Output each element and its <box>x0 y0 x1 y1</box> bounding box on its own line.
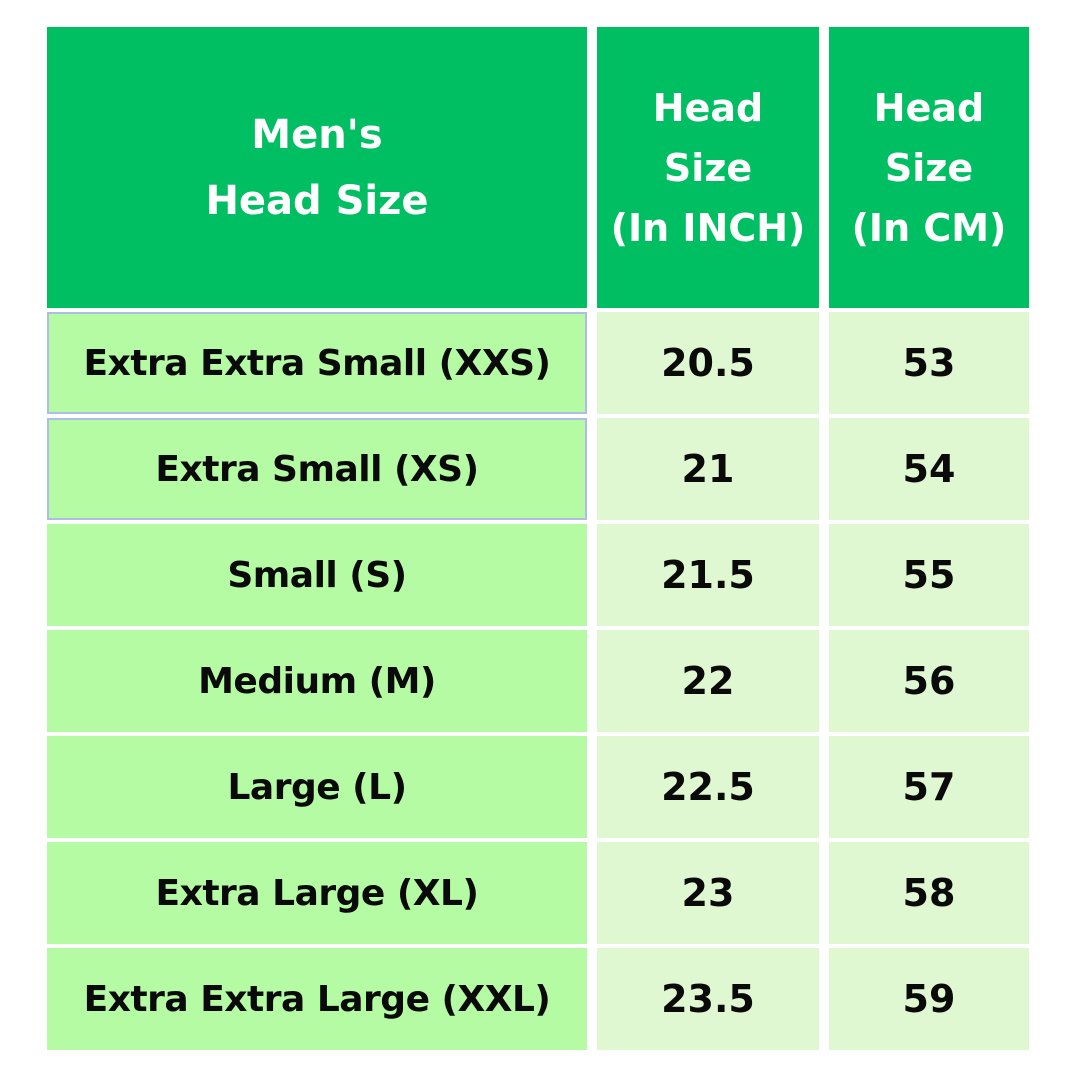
inch-value-cell-xxl: 23.5 <box>597 948 819 1050</box>
cm-value-cell-s: 55 <box>829 524 1029 626</box>
cm-value-cell-xl: 58 <box>829 842 1029 944</box>
inch-value-cell-l: 22.5 <box>597 736 819 838</box>
inch-value-cell-s: 21.5 <box>597 524 819 626</box>
size-chart-table: Men's Head Size Head Size (In INCH) Head… <box>47 27 1029 1050</box>
header-line: Head Size <box>205 177 429 224</box>
row-label-cell-xl: Extra Large (XL) <box>47 842 587 944</box>
cm-value-cell-xs: 54 <box>829 418 1029 520</box>
row-label-cell-s: Small (S) <box>47 524 587 626</box>
header-text-head-size-inch: Head Size (In INCH) <box>611 78 806 258</box>
header-line: Size <box>663 145 753 190</box>
header-cell-head-size-cm: Head Size (In CM) <box>829 27 1029 308</box>
cm-value-cell-xxs: 53 <box>829 312 1029 414</box>
row-label-cell-l: Large (L) <box>47 736 587 838</box>
header-line: Men's <box>251 111 383 158</box>
header-line: Head <box>873 85 985 130</box>
cm-value-cell-xxl: 59 <box>829 948 1029 1050</box>
inch-value-cell-xl: 23 <box>597 842 819 944</box>
inch-value-cell-m: 22 <box>597 630 819 732</box>
row-label-cell-m: Medium (M) <box>47 630 587 732</box>
inch-value-cell-xs: 21 <box>597 418 819 520</box>
cm-value-cell-m: 56 <box>829 630 1029 732</box>
cm-value-cell-l: 57 <box>829 736 1029 838</box>
inch-value-cell-xxs: 20.5 <box>597 312 819 414</box>
header-cell-head-size-inch: Head Size (In INCH) <box>597 27 819 308</box>
header-cell-mens-head-size: Men's Head Size <box>47 27 587 308</box>
row-label-cell-xxs: Extra Extra Small (XXS) <box>47 312 587 414</box>
header-text-mens-head-size: Men's Head Size <box>205 102 428 234</box>
header-line: (In INCH) <box>610 205 806 250</box>
row-label-cell-xxl: Extra Extra Large (XXL) <box>47 948 587 1050</box>
header-line: (In CM) <box>851 205 1007 250</box>
header-text-head-size-cm: Head Size (In CM) <box>852 78 1007 258</box>
row-label-cell-xs: Extra Small (XS) <box>47 418 587 520</box>
header-line: Size <box>884 145 974 190</box>
header-line: Head <box>652 85 764 130</box>
